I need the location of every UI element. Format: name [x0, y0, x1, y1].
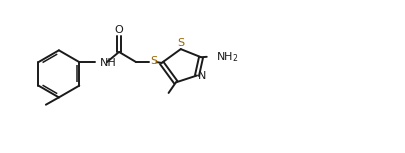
Text: O: O: [114, 25, 123, 35]
Text: S: S: [177, 38, 184, 48]
Text: NH$_2$: NH$_2$: [216, 50, 239, 64]
Text: N: N: [197, 71, 206, 81]
Text: NH: NH: [100, 58, 116, 68]
Text: S: S: [150, 56, 158, 66]
